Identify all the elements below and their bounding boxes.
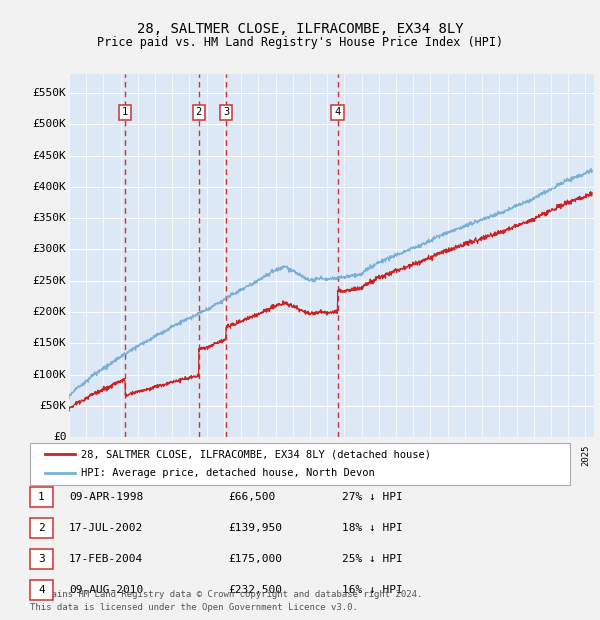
Text: 1: 1: [38, 492, 45, 502]
Text: 28, SALTMER CLOSE, ILFRACOMBE, EX34 8LY: 28, SALTMER CLOSE, ILFRACOMBE, EX34 8LY: [137, 22, 463, 36]
Text: Price paid vs. HM Land Registry's House Price Index (HPI): Price paid vs. HM Land Registry's House …: [97, 36, 503, 49]
Text: 17-JUL-2002: 17-JUL-2002: [69, 523, 143, 533]
Text: £0: £0: [53, 432, 67, 442]
Text: 4: 4: [334, 107, 341, 117]
Text: £450K: £450K: [32, 151, 67, 161]
Text: 3: 3: [223, 107, 229, 117]
Text: 2: 2: [38, 523, 45, 533]
Text: £500K: £500K: [32, 120, 67, 130]
Text: HPI: Average price, detached house, North Devon: HPI: Average price, detached house, Nort…: [81, 468, 375, 478]
Text: 25% ↓ HPI: 25% ↓ HPI: [342, 554, 403, 564]
Text: £550K: £550K: [32, 88, 67, 98]
Text: 18% ↓ HPI: 18% ↓ HPI: [342, 523, 403, 533]
Text: 2: 2: [196, 107, 202, 117]
Text: 16% ↓ HPI: 16% ↓ HPI: [342, 585, 403, 595]
Text: £175,000: £175,000: [228, 554, 282, 564]
Text: £400K: £400K: [32, 182, 67, 192]
Text: £100K: £100K: [32, 370, 67, 379]
Text: £50K: £50K: [40, 401, 67, 411]
Text: Contains HM Land Registry data © Crown copyright and database right 2024.
This d: Contains HM Land Registry data © Crown c…: [30, 590, 422, 612]
Text: £66,500: £66,500: [228, 492, 275, 502]
Text: 1: 1: [122, 107, 128, 117]
Text: 17-FEB-2004: 17-FEB-2004: [69, 554, 143, 564]
Text: £350K: £350K: [32, 213, 67, 223]
Text: £300K: £300K: [32, 244, 67, 254]
Text: 09-APR-1998: 09-APR-1998: [69, 492, 143, 502]
Text: £200K: £200K: [32, 307, 67, 317]
Text: £139,950: £139,950: [228, 523, 282, 533]
Text: 28, SALTMER CLOSE, ILFRACOMBE, EX34 8LY (detached house): 28, SALTMER CLOSE, ILFRACOMBE, EX34 8LY …: [81, 450, 431, 459]
Text: £232,500: £232,500: [228, 585, 282, 595]
Text: 09-AUG-2010: 09-AUG-2010: [69, 585, 143, 595]
Text: 3: 3: [38, 554, 45, 564]
Text: £250K: £250K: [32, 276, 67, 286]
Text: £150K: £150K: [32, 339, 67, 348]
Text: 27% ↓ HPI: 27% ↓ HPI: [342, 492, 403, 502]
Text: 4: 4: [38, 585, 45, 595]
